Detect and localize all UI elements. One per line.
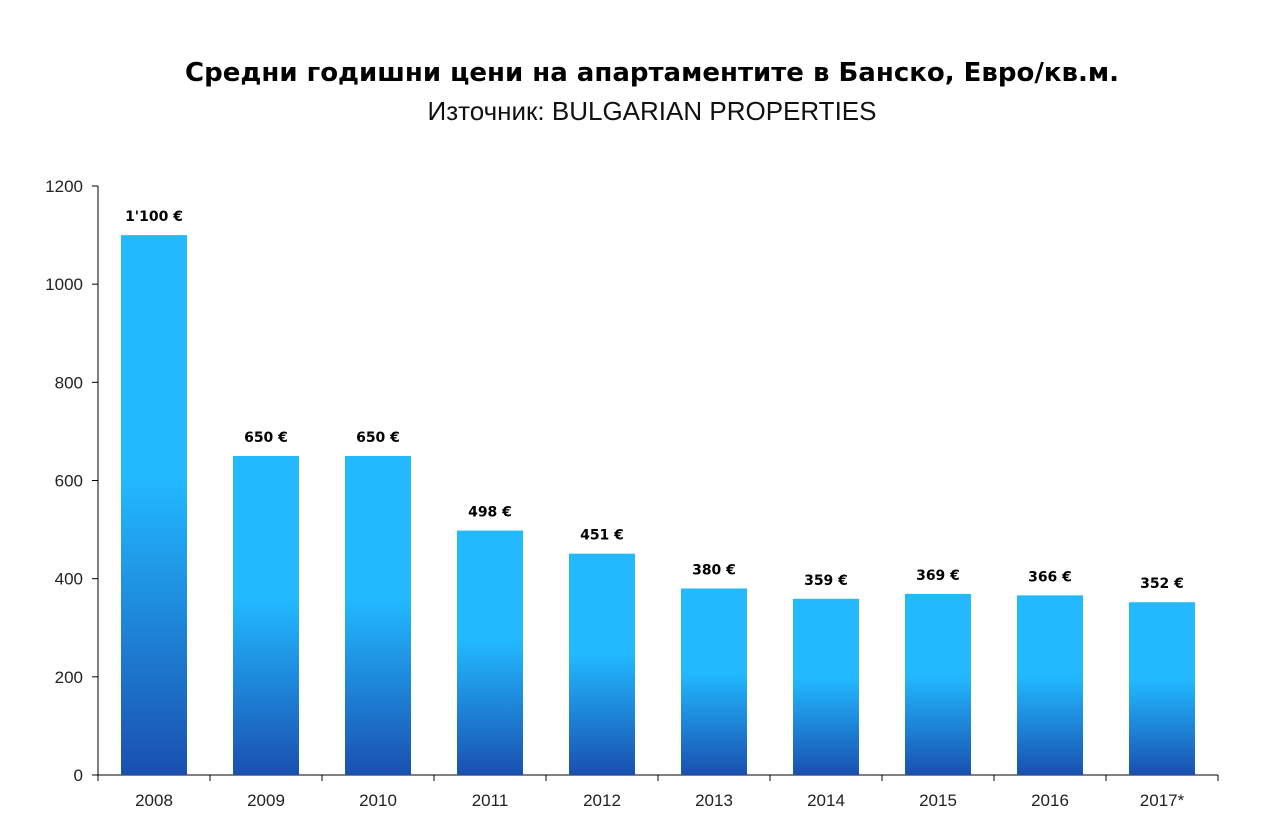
x-tick-label: 2013 (695, 791, 733, 810)
data-label: 352 € (1140, 576, 1184, 592)
bar (569, 553, 635, 775)
chart-subtitle: Източник: BULGARIAN PROPERTIES (427, 96, 877, 126)
bar (905, 593, 971, 775)
x-tick-label: 2010 (359, 791, 397, 810)
x-tick-label: 2008 (135, 791, 173, 810)
chart-title: Средни годишни цени на апартаментите в Б… (185, 58, 1119, 88)
y-tick-label: 1200 (45, 177, 83, 196)
y-tick-label: 400 (55, 570, 83, 589)
bar (681, 588, 747, 775)
data-label: 498 € (468, 505, 512, 521)
data-label: 369 € (916, 568, 960, 584)
data-label: 650 € (244, 430, 288, 446)
data-label: 359 € (804, 573, 848, 589)
y-tick-label: 800 (55, 373, 83, 392)
y-tick-label: 0 (74, 766, 83, 785)
x-tick-label: 2015 (919, 791, 957, 810)
bar (345, 455, 411, 775)
data-label: 451 € (580, 528, 624, 544)
x-tick-label: 2009 (247, 791, 285, 810)
bar (121, 235, 187, 776)
x-tick-label: 2011 (472, 791, 509, 810)
x-tick-label: 2017* (1140, 791, 1185, 810)
data-label: 650 € (356, 430, 400, 446)
bar (1129, 602, 1195, 775)
y-tick-label: 1000 (45, 275, 83, 294)
bar (233, 455, 299, 775)
x-tick-label: 2016 (1031, 791, 1069, 810)
x-tick-label: 2012 (583, 791, 621, 810)
x-tick-label: 2014 (807, 791, 845, 810)
data-label: 1'100 € (125, 209, 183, 225)
data-label: 366 € (1028, 569, 1072, 585)
y-tick-label: 600 (55, 472, 83, 491)
y-tick-label: 200 (55, 668, 83, 687)
bar (1017, 595, 1083, 775)
bar (457, 530, 523, 775)
bar (793, 598, 859, 775)
data-label: 380 € (692, 562, 736, 578)
